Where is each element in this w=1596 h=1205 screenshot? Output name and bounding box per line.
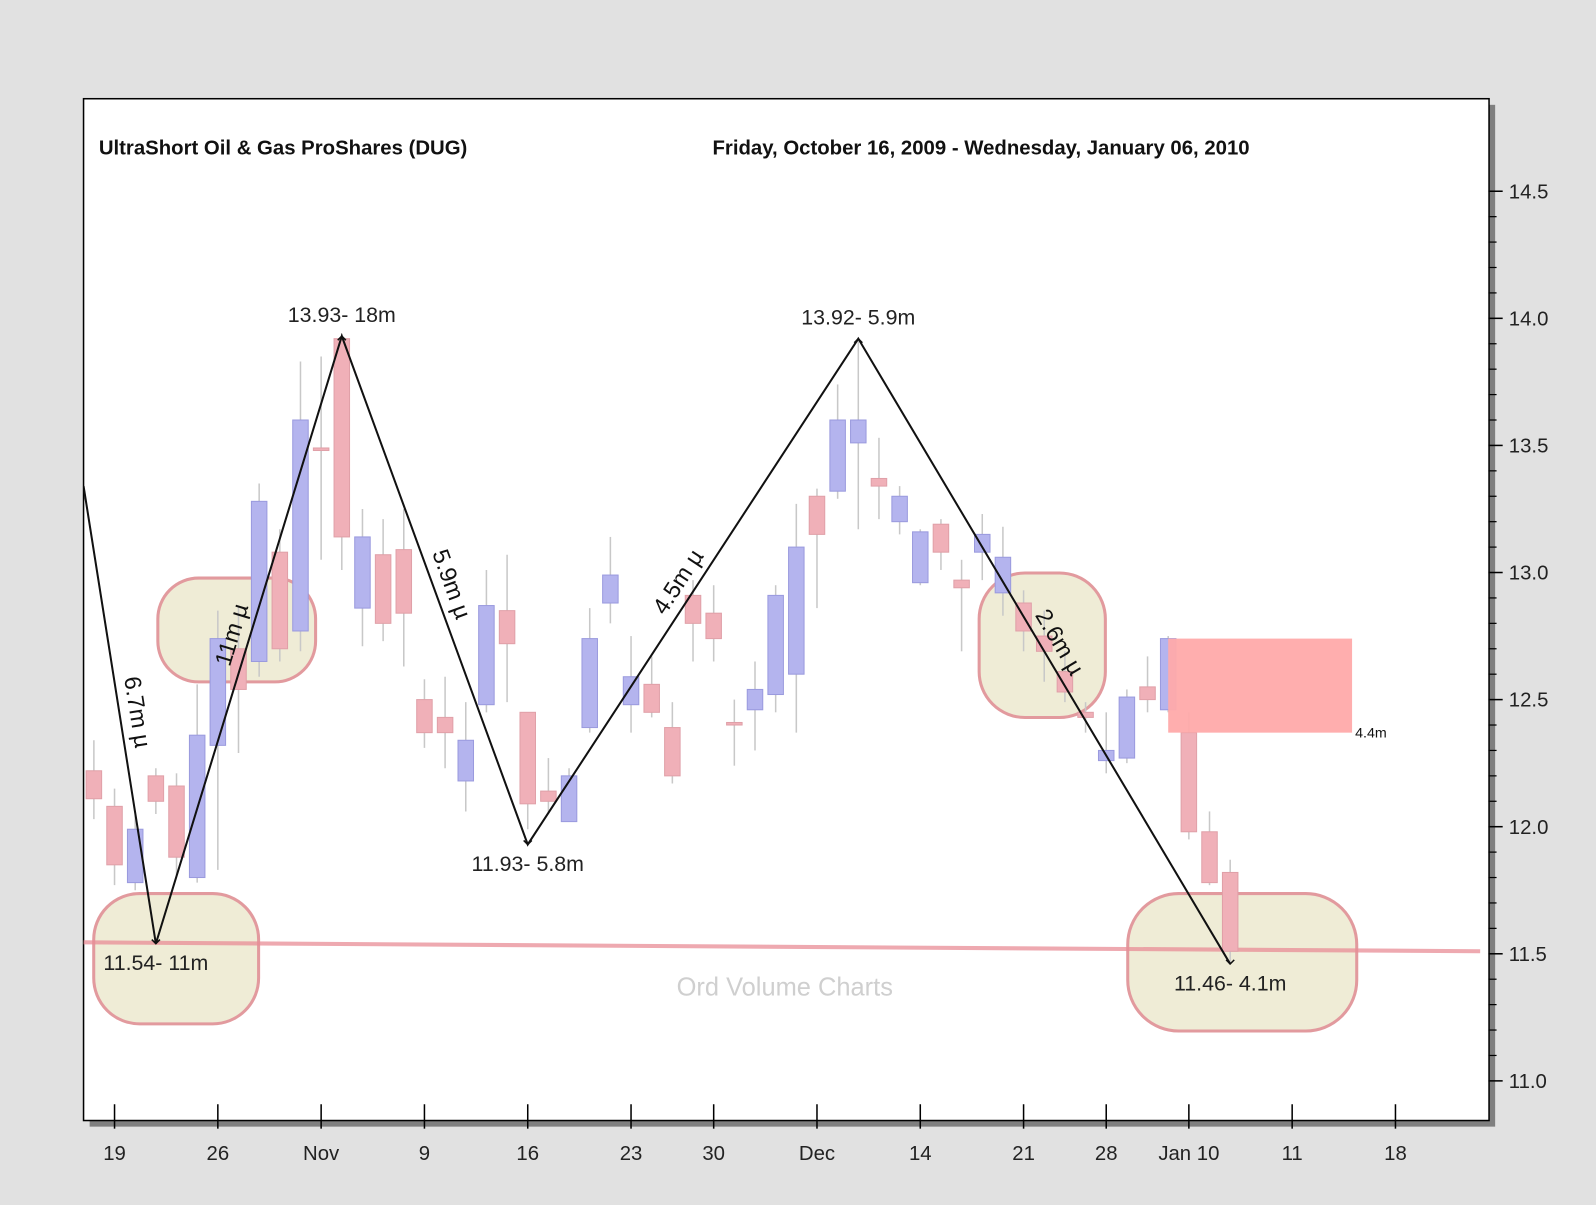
candle-body [1077,711,1094,718]
candle-body [767,594,784,696]
candle-body [498,610,516,645]
candle-body [746,688,764,711]
candle-body [705,612,722,640]
pivot-label: 13.92- 5.9m [801,305,915,329]
candle-body [850,419,867,444]
pivot-label: 11.46- 4.1m [1174,971,1286,995]
candle-body [953,579,970,589]
candle-body [1221,871,1239,952]
y-tick-label: 12.0 [1509,817,1549,839]
candle-body [1180,732,1198,833]
y-tick-label: 11.5 [1509,944,1547,966]
pivot-marker [523,839,533,846]
x-tick-label: 30 [702,1143,725,1165]
candle-body [891,495,908,523]
candle-body [106,805,123,866]
candle-body [209,638,227,746]
chart-subtitle: Friday, October 16, 2009 - Wednesday, Ja… [713,138,1250,160]
x-tick-label: 28 [1095,1143,1118,1165]
candle-body [436,716,454,734]
y-tick-label: 12.5 [1509,690,1549,712]
support-line [83,940,1481,954]
x-tick-label: 18 [1384,1143,1407,1165]
zigzag-line [83,332,1232,965]
y-tick-label: 13.5 [1509,436,1549,458]
x-tick-label: 16 [516,1143,539,1165]
pivot-marker [151,939,161,945]
y-tick-label: 13.0 [1509,563,1549,585]
candle-body [994,556,1012,594]
chart-title: UltraShort Oil & Gas ProShares (DUG) [99,138,468,160]
candle-body [602,574,619,604]
candle-body [333,338,351,538]
x-tick-label: 19 [103,1143,126,1165]
candle-body [374,554,392,624]
y-tick-label: 14.5 [1509,181,1549,203]
y-tick-label: 14.0 [1509,308,1549,330]
candle-body [664,727,681,777]
x-tick-label: 21 [1012,1143,1035,1165]
candle-body [519,711,536,805]
candle-body [271,551,289,650]
plot-area [83,332,1481,965]
y-tick-label: 11.0 [1509,1071,1547,1093]
candle-body [395,549,413,614]
candle-body [581,638,598,729]
highlight [92,892,261,1026]
candle-body [870,477,888,487]
candle-body [250,500,268,662]
candle-body [147,775,165,802]
candle-body [932,523,950,553]
x-tick-label: 23 [620,1143,643,1165]
x-tick-label: Nov [303,1143,340,1165]
candle-body [788,546,805,675]
x-tick-label: 9 [419,1143,430,1165]
x-tick-label: Jan 10 [1158,1143,1219,1165]
pivot-marker [337,335,347,341]
candle-body [808,495,826,535]
pivot-label: 13.93- 18m [288,303,396,327]
candle-body [1201,831,1218,884]
pivot-marker [1225,959,1235,966]
pivot-label: 11.54- 11m [103,951,208,975]
x-tick-label: 11 [1282,1143,1303,1165]
pivot-marker [853,337,863,344]
candle-body [312,447,330,452]
candle-body [684,594,702,624]
candle-body [354,536,371,609]
candle-body [1118,696,1136,759]
candle-body [292,419,309,632]
candle-body [126,828,144,884]
candle-body [457,739,475,782]
pivot-label: 11.93- 5.8m [472,852,584,876]
candle-body [168,785,185,858]
volume-box-label: 4.4m [1355,726,1387,742]
candle-body [1056,671,1074,693]
candle-body [478,605,495,706]
candle-body [726,721,743,726]
candle-body [416,699,433,734]
candle-body [912,531,929,584]
candle-body [1139,686,1156,701]
highlight [1126,892,1359,1033]
x-tick-label: Dec [799,1143,835,1165]
watermark: Ord Volume Charts [677,973,893,1001]
candle-body [85,770,103,800]
candle-body [622,676,640,706]
x-tick-label: 14 [909,1143,932,1165]
candle-body [643,683,660,713]
candle-body [829,419,846,492]
x-tick-label: 26 [207,1143,230,1165]
candle-body [540,790,557,802]
volume-box [1168,638,1353,733]
